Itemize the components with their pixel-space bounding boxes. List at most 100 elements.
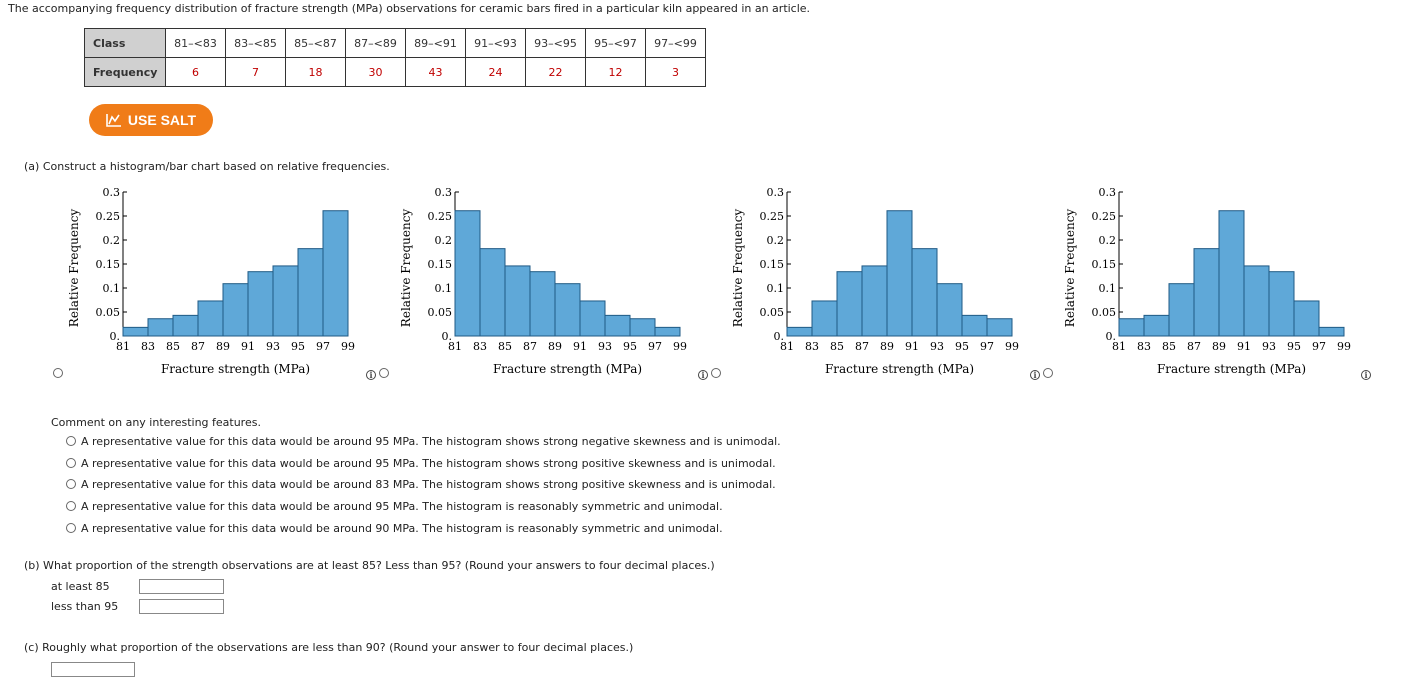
x-tick-label: 85 — [1162, 340, 1176, 353]
x-axis-label: Fracture strength (MPa) — [493, 362, 642, 376]
x-tick-label: 81 — [780, 340, 794, 353]
x-tick-label: 87 — [191, 340, 205, 353]
part-c-prompt: (c) Roughly what proportion of the obser… — [24, 641, 634, 654]
x-tick-label: 89 — [1212, 340, 1226, 353]
histogram-bar — [529, 271, 556, 337]
class-row: Class 81–<83 83–<85 85–<87 87–<89 89–<91 91–<… — [84, 28, 706, 58]
frequency-cell: 24 — [465, 57, 526, 87]
y-axis-label: Relative Frequency — [1063, 209, 1077, 328]
histogram-bar — [1293, 300, 1320, 337]
x-tick-label: 95 — [291, 340, 305, 353]
histogram-option-4: 0. 0.05 0.1 0.15 0.2 0.25 0.3 81 83 85 87 89 91 93 95 9… — [1063, 186, 1351, 376]
histogram-bar — [247, 271, 274, 337]
x-tick-label: 89 — [548, 340, 562, 353]
histogram-bar — [629, 318, 656, 337]
histogram-bar — [322, 210, 349, 337]
comment-option-1-label: A representative value for this data wou… — [81, 435, 781, 448]
x-tick-label: 89 — [216, 340, 230, 353]
use-salt-label: USE SALT — [127, 112, 197, 128]
info-icon[interactable]: i — [1030, 370, 1040, 380]
x-tick-label: 95 — [623, 340, 637, 353]
histogram-bar — [197, 300, 224, 337]
x-tick-label: 93 — [266, 340, 280, 353]
y-tick-label: 0.25 — [96, 210, 121, 223]
y-tick-label: 0.15 — [96, 258, 121, 271]
frequency-table: Class 81–<83 83–<85 85–<87 87–<89 89–<91 91–<… — [84, 28, 706, 87]
histogram-bar — [1168, 283, 1195, 337]
at-least-85-input[interactable] — [139, 579, 224, 594]
x-tick-label: 93 — [598, 340, 612, 353]
comment-option-5-radio[interactable] — [66, 523, 76, 533]
y-tick-label: 0.3 — [1099, 186, 1117, 199]
x-tick-label: 99 — [1005, 340, 1019, 353]
y-axis-label: Relative Frequency — [731, 209, 745, 328]
histogram-bar — [222, 283, 249, 337]
histogram-option-4-radio[interactable] — [1043, 368, 1053, 378]
histogram-option-2-radio[interactable] — [379, 368, 389, 378]
histogram-bar — [454, 210, 481, 337]
x-tick-label: 83 — [141, 340, 155, 353]
x-tick-label: 99 — [1337, 340, 1351, 353]
histogram-bar — [147, 318, 174, 337]
x-tick-label: 95 — [1287, 340, 1301, 353]
x-tick-label: 97 — [1312, 340, 1326, 353]
histogram-bar — [836, 271, 863, 337]
histogram-bar — [1218, 210, 1245, 337]
y-tick-label: 0. — [774, 330, 785, 343]
frequency-row: Frequency 6 7 18 30 43 24 22 12 3 — [84, 57, 706, 87]
histogram-bar — [786, 326, 813, 337]
frequency-cell: 12 — [585, 57, 646, 87]
y-tick-label: 0. — [442, 330, 453, 343]
histogram-bar — [297, 248, 324, 337]
histogram-bar — [911, 248, 938, 337]
info-icon[interactable]: i — [366, 370, 376, 380]
comment-option-2-label: A representative value for this data wou… — [81, 457, 776, 470]
histogram-bar — [1268, 271, 1295, 337]
comment-option-5-label: A representative value for this data wou… — [81, 522, 723, 535]
class-cell: 95–<97 — [585, 28, 646, 58]
less-than-95-input[interactable] — [139, 599, 224, 614]
class-cell: 87–<89 — [345, 28, 406, 58]
chart-line-icon — [106, 114, 121, 127]
x-tick-label: 91 — [241, 340, 255, 353]
class-cell: 93–<95 — [525, 28, 586, 58]
frequency-cell: 30 — [345, 57, 406, 87]
y-tick-label: 0.2 — [767, 234, 785, 247]
x-axis-label: Fracture strength (MPa) — [1157, 362, 1306, 376]
histogram-option-3-radio[interactable] — [711, 368, 721, 378]
y-tick-label: 0.3 — [767, 186, 785, 199]
histogram-bar — [861, 265, 888, 337]
x-tick-label: 91 — [1237, 340, 1251, 353]
histogram-bar — [886, 210, 913, 337]
comment-option-4-radio[interactable] — [66, 501, 76, 511]
histogram-bar — [172, 314, 199, 337]
y-tick-label: 0.3 — [435, 186, 453, 199]
comment-option-1-radio[interactable] — [66, 436, 76, 446]
y-tick-label: 0.15 — [428, 258, 453, 271]
histogram-option-3: 0. 0.05 0.1 0.15 0.2 0.25 0.3 81 83 85 87 89 91 93 95 9… — [731, 186, 1019, 376]
x-tick-label: 97 — [980, 340, 994, 353]
x-tick-label: 93 — [930, 340, 944, 353]
info-icon[interactable]: i — [698, 370, 708, 380]
histogram-bar — [1243, 265, 1270, 337]
y-tick-label: 0.1 — [435, 282, 453, 295]
histogram-bar — [122, 326, 149, 337]
x-axis-label: Fracture strength (MPa) — [161, 362, 310, 376]
histogram-bar — [479, 248, 506, 337]
histogram-bar — [1318, 326, 1345, 337]
histogram-option-1-radio[interactable] — [53, 368, 63, 378]
histogram-bar — [1193, 248, 1220, 337]
histogram-bar — [272, 265, 299, 337]
x-tick-label: 81 — [1112, 340, 1126, 353]
use-salt-button[interactable]: USE SALT — [89, 104, 213, 136]
info-icon[interactable]: i — [1361, 370, 1371, 380]
comment-option-3-radio[interactable] — [66, 479, 76, 489]
y-tick-label: 0.3 — [103, 186, 121, 199]
part-b-prompt: (b) What proportion of the strength obse… — [24, 559, 715, 572]
less-than-90-input[interactable] — [51, 662, 135, 677]
histogram-bar — [579, 300, 606, 337]
class-header: Class — [84, 28, 166, 58]
comment-option-2-radio[interactable] — [66, 458, 76, 468]
class-cell: 85–<87 — [285, 28, 346, 58]
y-tick-label: 0.05 — [760, 306, 785, 319]
